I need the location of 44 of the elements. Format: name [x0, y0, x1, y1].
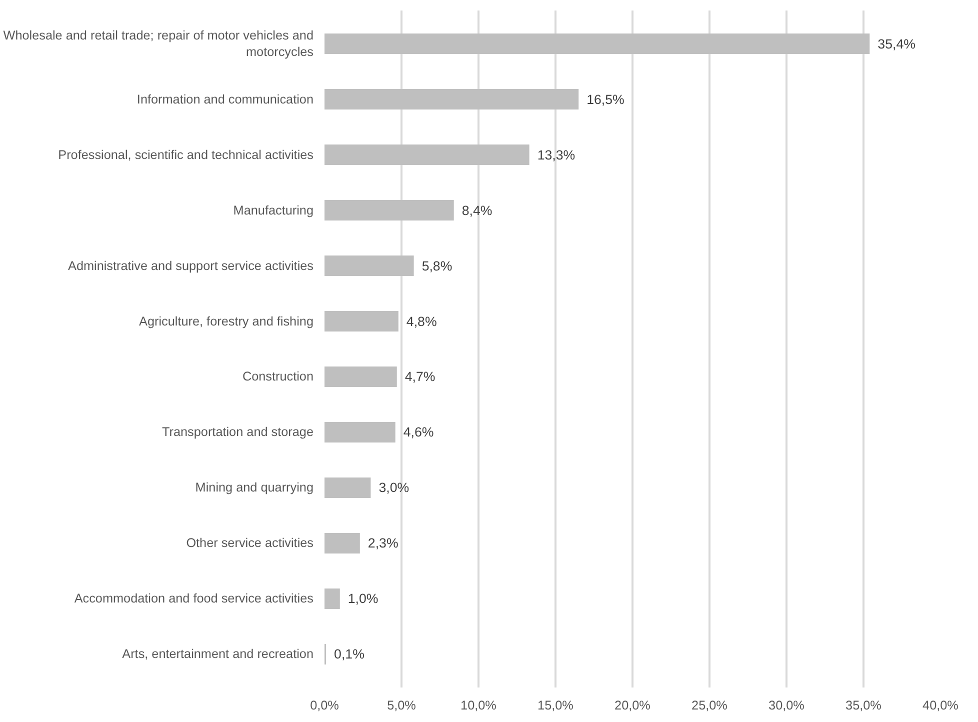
bar [324, 532, 360, 554]
y-tick-label: Administrative and support service activities [68, 258, 314, 273]
bar [324, 144, 530, 166]
data-label: 4,8% [406, 314, 437, 329]
bar [324, 477, 371, 498]
data-label: 13,3% [537, 147, 576, 162]
y-tick-label: Information and communication [136, 92, 314, 106]
y-tick-label: Professional, scientific and technical activities [58, 148, 314, 162]
bar [324, 366, 397, 388]
data-label: 5,8% [422, 258, 452, 274]
data-label: 0,1% [334, 646, 365, 662]
data-label: 16,5% [586, 92, 625, 107]
x-tick-label: 0,0% [310, 698, 339, 712]
data-label: 1,0% [348, 591, 378, 606]
bar [324, 255, 414, 276]
y-tick-label: Accommodation and food service activities [74, 592, 314, 606]
x-tick-label: 20,0% [614, 698, 650, 712]
y-tick-label: Mining and quarrying [195, 480, 314, 495]
x-tick-label: 30,0% [768, 698, 804, 712]
y-tick-label: Wholesale and retail trade; repair of motor vehicles and motorcycles [3, 28, 314, 60]
data-label: 4,7% [404, 369, 436, 384]
x-tick-label: 25,0% [692, 698, 728, 712]
bar [324, 200, 454, 221]
x-tick-label: 5,0% [387, 698, 416, 712]
bar [324, 34, 870, 54]
bar [324, 89, 579, 110]
data-label: 4,6% [403, 424, 434, 440]
data-label: 3,0% [378, 480, 410, 496]
x-tick-label: 10,0% [460, 698, 496, 712]
y-tick-label: Construction [242, 370, 314, 384]
x-tick-label: 15,0% [538, 698, 574, 712]
bar [324, 588, 340, 609]
data-label: 2,3% [368, 536, 398, 551]
bar [324, 310, 398, 332]
y-tick-label: Transportation and storage [162, 425, 314, 440]
y-tick-label: Agriculture, forestry and fishing [139, 314, 314, 328]
bar [324, 422, 396, 443]
x-tick-label: 35,0% [846, 698, 882, 712]
y-tick-label: Other service activities [186, 536, 314, 550]
y-tick-label: Arts, entertainment and recreation [122, 647, 314, 662]
y-tick-label: Manufacturing [233, 203, 314, 218]
x-tick-label: 40,0% [922, 698, 958, 712]
data-label: 8,4% [462, 202, 492, 218]
data-label: 35,4% [878, 36, 916, 52]
